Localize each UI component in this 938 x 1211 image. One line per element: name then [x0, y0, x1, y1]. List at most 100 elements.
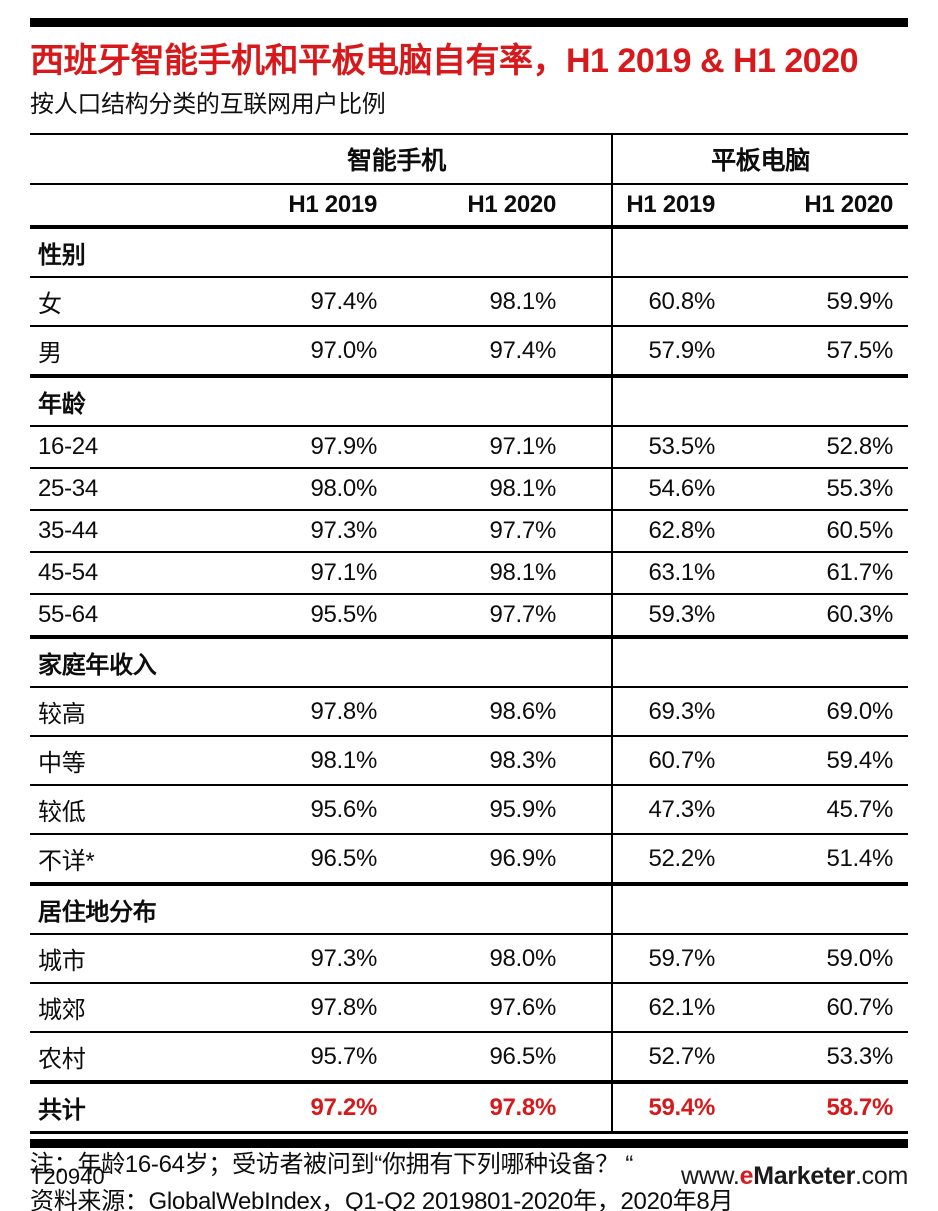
empty-cell: [611, 227, 775, 278]
cell-value: 95.6%: [182, 785, 415, 835]
empty-cell: [775, 227, 908, 278]
cell-value: 57.5%: [775, 326, 908, 378]
empty-cell: [775, 637, 908, 688]
cell-value: 60.7%: [775, 983, 908, 1033]
row-label: 16-24: [30, 426, 182, 469]
empty-cell: [415, 376, 612, 427]
table-row: 16-24 97.9% 97.1% 53.5% 52.8%: [30, 426, 908, 469]
bottom-rule-bar: [30, 1139, 908, 1148]
total-smartphone-h1-2020: 97.8%: [415, 1082, 612, 1134]
cell-value: 97.8%: [182, 687, 415, 737]
device-group-header-row: 智能手机 平板电脑: [30, 133, 908, 185]
table-row: 较低 95.6% 95.9% 47.3% 45.7%: [30, 785, 908, 835]
total-tablet-h1-2019: 59.4%: [611, 1082, 775, 1134]
brand-www: www.: [681, 1162, 740, 1190]
group-header-smartphone: 智能手机: [182, 133, 612, 185]
cell-value: 47.3%: [611, 785, 775, 835]
section-header-row: 居住地分布: [30, 884, 908, 935]
corner-cell: [30, 184, 182, 229]
col-header-tablet-h1-2020: H1 2020: [775, 184, 908, 229]
row-label: 25-34: [30, 468, 182, 511]
table-row: 45-54 97.1% 98.1% 63.1% 61.7%: [30, 552, 908, 595]
cell-value: 63.1%: [611, 552, 775, 595]
cell-value: 45.7%: [775, 785, 908, 835]
table-row: 55-64 95.5% 97.7% 59.3% 60.3%: [30, 594, 908, 639]
cell-value: 97.7%: [415, 510, 612, 553]
empty-cell: [182, 227, 415, 278]
col-header-smartphone-h1-2019: H1 2019: [182, 184, 415, 229]
total-smartphone-h1-2019: 97.2%: [182, 1082, 415, 1134]
cell-value: 60.3%: [775, 594, 908, 639]
cell-value: 53.3%: [775, 1032, 908, 1084]
cell-value: 97.3%: [182, 934, 415, 984]
total-label: 共计: [30, 1082, 182, 1134]
empty-cell: [611, 637, 775, 688]
group-header-tablet: 平板电脑: [611, 133, 908, 185]
total-row: 共计 97.2% 97.8% 59.4% 58.7%: [30, 1082, 908, 1134]
section-header-label: 家庭年收入: [30, 637, 182, 688]
table-row: 女 97.4% 98.1% 60.8% 59.9%: [30, 277, 908, 327]
brand-marketer: Marketer: [753, 1162, 856, 1190]
cell-value: 95.5%: [182, 594, 415, 639]
cell-value: 98.1%: [415, 277, 612, 327]
table-row: 农村 95.7% 96.5% 52.7% 53.3%: [30, 1032, 908, 1084]
row-label: 中等: [30, 736, 182, 786]
cell-value: 98.1%: [415, 552, 612, 595]
row-label: 较高: [30, 687, 182, 737]
empty-cell: [775, 376, 908, 427]
row-label: 较低: [30, 785, 182, 835]
section-header-row: 家庭年收入: [30, 637, 908, 688]
cell-value: 60.7%: [611, 736, 775, 786]
cell-value: 51.4%: [775, 834, 908, 886]
emarketer-link[interactable]: www.eMarketer.com: [681, 1162, 908, 1191]
ownership-table: 智能手机 平板电脑 H1 2019 H1 2020 H1 2019 H1 202…: [30, 133, 908, 1134]
section-header-label: 性别: [30, 227, 182, 278]
cell-value: 97.8%: [182, 983, 415, 1033]
row-label: 城市: [30, 934, 182, 984]
row-label: 35-44: [30, 510, 182, 553]
table-body: 性别女 97.4% 98.1% 60.8% 59.9% 男 97.0% 97.4% 57.9% 5…: [30, 227, 908, 1084]
cell-value: 57.9%: [611, 326, 775, 378]
empty-cell: [182, 637, 415, 688]
table-row: 中等 98.1% 98.3% 60.7% 59.4%: [30, 736, 908, 786]
empty-cell: [775, 884, 908, 935]
row-label: 男: [30, 326, 182, 378]
cell-value: 52.2%: [611, 834, 775, 886]
cell-value: 97.7%: [415, 594, 612, 639]
brand-com: .com: [855, 1162, 908, 1190]
empty-cell: [415, 884, 612, 935]
table-row: 25-34 98.0% 98.1% 54.6% 55.3%: [30, 468, 908, 511]
cell-value: 95.7%: [182, 1032, 415, 1084]
cell-value: 97.3%: [182, 510, 415, 553]
cell-value: 97.6%: [415, 983, 612, 1033]
section-header-label: 年龄: [30, 376, 182, 427]
table-row: 城郊 97.8% 97.6% 62.1% 60.7%: [30, 983, 908, 1033]
table-row: 较高 97.8% 98.6% 69.3% 69.0%: [30, 687, 908, 737]
cell-value: 60.8%: [611, 277, 775, 327]
cell-value: 54.6%: [611, 468, 775, 511]
page-subtitle: 按人口结构分类的互联网用户比例: [30, 91, 386, 118]
cell-value: 69.3%: [611, 687, 775, 737]
empty-cell: [182, 884, 415, 935]
cell-value: 59.9%: [775, 277, 908, 327]
cell-value: 59.4%: [775, 736, 908, 786]
cell-value: 97.0%: [182, 326, 415, 378]
cell-value: 96.9%: [415, 834, 612, 886]
table-row: 不详* 96.5% 96.9% 52.2% 51.4%: [30, 834, 908, 886]
cell-value: 97.4%: [415, 326, 612, 378]
section-header-row: 性别: [30, 227, 908, 278]
empty-cell: [611, 376, 775, 427]
cell-value: 97.1%: [182, 552, 415, 595]
chart-id: T20940: [30, 1164, 105, 1189]
row-label: 45-54: [30, 552, 182, 595]
cell-value: 59.3%: [611, 594, 775, 639]
cell-value: 69.0%: [775, 687, 908, 737]
empty-cell: [415, 637, 612, 688]
cell-value: 98.0%: [415, 934, 612, 984]
cell-value: 98.1%: [415, 468, 612, 511]
row-label: 不详*: [30, 834, 182, 886]
cell-value: 98.3%: [415, 736, 612, 786]
row-label: 55-64: [30, 594, 182, 639]
table-row: 男 97.0% 97.4% 57.9% 57.5%: [30, 326, 908, 378]
